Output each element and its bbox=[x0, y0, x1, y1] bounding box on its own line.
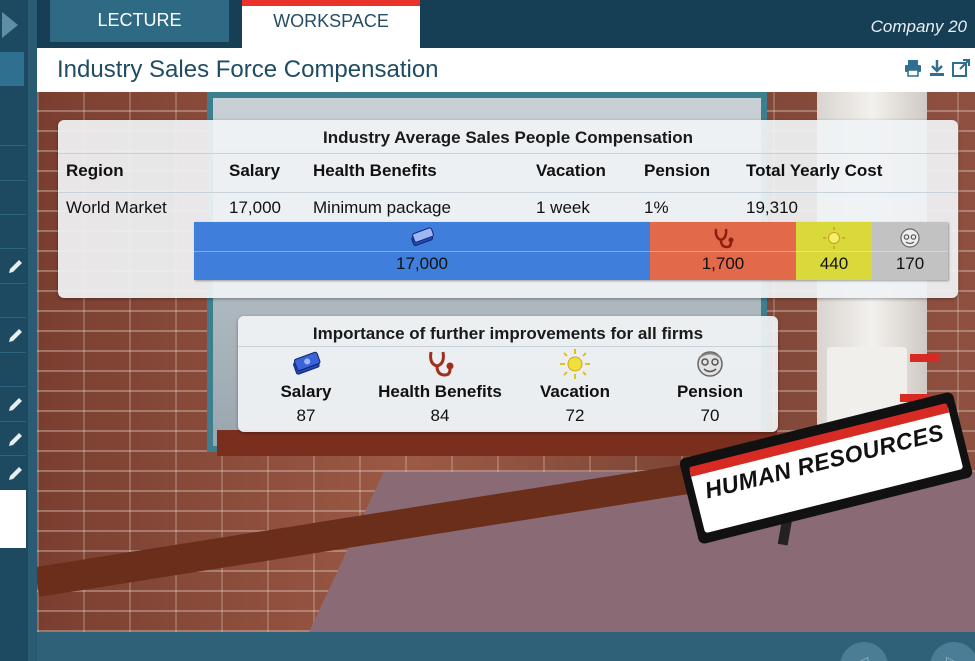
left-rail bbox=[0, 0, 28, 661]
pencil-icon[interactable] bbox=[7, 326, 25, 344]
pencil-icon[interactable] bbox=[7, 395, 25, 413]
header-total: Total Yearly Cost bbox=[746, 161, 883, 180]
company-name: Company 20 bbox=[870, 17, 967, 36]
cell-total: 19,310 bbox=[746, 198, 798, 217]
bar-segment-pension: 170 bbox=[872, 222, 948, 280]
importance-label: Salary bbox=[280, 382, 332, 401]
pencil-icon[interactable] bbox=[7, 257, 25, 275]
importance-value: 72 bbox=[565, 406, 585, 425]
rail-divider bbox=[0, 283, 26, 284]
importance-divider bbox=[238, 346, 778, 347]
chevron-right-icon: ▷ bbox=[946, 652, 958, 661]
importance-salary: Salary 87 bbox=[241, 348, 371, 426]
title-bar: Industry Sales Force Compensation bbox=[37, 48, 975, 92]
rail-active-item[interactable] bbox=[0, 52, 24, 86]
elderly-face-icon bbox=[697, 351, 723, 377]
tab-workspace[interactable]: WORKSPACE bbox=[242, 0, 420, 48]
gutter bbox=[28, 0, 37, 661]
next-button[interactable]: ▷ bbox=[930, 642, 975, 661]
money-icon bbox=[293, 351, 321, 375]
segment-divider bbox=[194, 251, 650, 252]
bar-segment-value: 440 bbox=[819, 254, 849, 273]
cell-vacation: 1 week bbox=[536, 198, 590, 217]
pencil-icon[interactable] bbox=[7, 464, 25, 482]
importance-label: Pension bbox=[676, 382, 744, 401]
cell-region: World Market bbox=[66, 198, 167, 217]
header-vacation: Vacation bbox=[536, 161, 606, 180]
previous-button[interactable]: ◁ bbox=[840, 642, 888, 661]
title-actions bbox=[903, 58, 971, 78]
red-strip bbox=[910, 354, 940, 362]
bottom-bar bbox=[37, 632, 975, 661]
tab-lecture[interactable]: LECTURE bbox=[50, 0, 229, 42]
segment-divider bbox=[650, 251, 796, 252]
importance-pension: Pension 70 bbox=[645, 348, 775, 426]
bar-segment-salary: 17,000 bbox=[194, 222, 650, 280]
importance-label: Health Benefits bbox=[378, 382, 502, 401]
importance-value: 70 bbox=[700, 406, 720, 425]
pencil-icon[interactable] bbox=[7, 430, 25, 448]
importance-value: 84 bbox=[430, 406, 450, 425]
importance-value: 87 bbox=[296, 406, 316, 425]
rail-divider bbox=[0, 248, 26, 249]
importance-vacation: Vacation 72 bbox=[510, 348, 640, 426]
rail-divider bbox=[0, 317, 26, 318]
importance-label: Vacation bbox=[540, 382, 610, 401]
cell-pension: 1% bbox=[644, 198, 669, 217]
rail-divider bbox=[0, 352, 26, 353]
header-pension: Pension bbox=[644, 161, 711, 180]
red-strip bbox=[900, 394, 930, 402]
sun-icon bbox=[823, 227, 845, 249]
elderly-face-icon bbox=[900, 228, 920, 248]
bar-segment-value: 170 bbox=[895, 254, 925, 273]
rail-divider bbox=[0, 386, 26, 387]
chevron-left-icon: ◁ bbox=[856, 652, 868, 661]
rail-divider bbox=[0, 421, 26, 422]
download-icon[interactable] bbox=[927, 58, 947, 78]
rail-divider bbox=[0, 214, 26, 215]
bar-segment-health: 1,700 bbox=[650, 222, 796, 280]
segment-divider bbox=[872, 251, 948, 252]
importance-panel: Importance of further improvements for a… bbox=[238, 316, 778, 432]
print-icon[interactable] bbox=[903, 58, 923, 78]
compensation-title: Industry Average Sales People Compensati… bbox=[322, 128, 693, 147]
segment-divider bbox=[796, 251, 872, 252]
header-divider bbox=[58, 153, 958, 154]
bar-segment-value: 17,000 bbox=[396, 254, 448, 273]
rail-divider bbox=[0, 180, 26, 181]
compensation-panel: Industry Average Sales People Compensati… bbox=[58, 120, 958, 298]
external-link-icon[interactable] bbox=[951, 58, 971, 78]
window-sill bbox=[217, 430, 777, 456]
cell-health: Minimum package bbox=[313, 198, 451, 217]
header-region: Region bbox=[66, 161, 124, 180]
money-icon bbox=[411, 227, 434, 247]
bar-segment-vacation: 440 bbox=[796, 222, 872, 280]
expand-arrow-icon[interactable] bbox=[2, 12, 18, 38]
sun-icon bbox=[560, 349, 590, 379]
cell-salary: 17,000 bbox=[229, 198, 281, 217]
stethoscope-icon bbox=[714, 228, 734, 249]
header-salary: Salary bbox=[229, 161, 281, 180]
cost-breakdown-bar: 17,000 1,700 440 170 bbox=[194, 222, 948, 280]
rail-divider bbox=[0, 455, 26, 456]
header-health: Health Benefits bbox=[313, 161, 437, 180]
page-title: Industry Sales Force Compensation bbox=[57, 56, 439, 83]
importance-title: Importance of further improvements for a… bbox=[312, 324, 704, 343]
bar-segment-value: 1,700 bbox=[701, 254, 745, 273]
rail-divider bbox=[0, 145, 26, 146]
stethoscope-icon bbox=[429, 351, 454, 377]
rail-selected-item[interactable] bbox=[0, 490, 26, 548]
row-divider bbox=[58, 192, 958, 193]
importance-health: Health Benefits 84 bbox=[375, 348, 505, 426]
